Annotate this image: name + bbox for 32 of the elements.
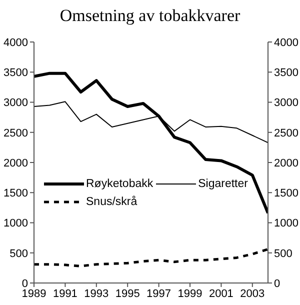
y-tick-label: 4000 bbox=[4, 36, 28, 49]
x-tick-label: 1997 bbox=[146, 288, 172, 300]
y2-tick-label: 3500 bbox=[274, 67, 298, 80]
y-tick-label: 2000 bbox=[4, 157, 28, 170]
y-tick-label: 2500 bbox=[4, 127, 28, 140]
chart-title: Omsetning av tobakkvarer bbox=[58, 6, 242, 26]
y-tick-label: 0 bbox=[22, 278, 28, 290]
y2-tick-label: 2000 bbox=[274, 157, 298, 170]
y2-tick-label: 1000 bbox=[274, 218, 298, 230]
x-tick-label: 1989 bbox=[22, 288, 46, 300]
x-tick-label: 1999 bbox=[178, 288, 202, 300]
line-series bbox=[34, 72, 268, 215]
y-tick-label: 1500 bbox=[4, 188, 28, 200]
x-tick-label: 1993 bbox=[84, 288, 109, 300]
y2-tick-label: 2500 bbox=[274, 127, 298, 140]
x-tick-label: 1995 bbox=[115, 288, 140, 300]
y-tick-label: 3000 bbox=[4, 97, 28, 110]
x-tick-label: 2003 bbox=[240, 288, 265, 300]
y2-tick-label: 0 bbox=[274, 278, 280, 290]
legend-label: Røyketobakk bbox=[86, 178, 154, 190]
legend-label: Sigaretter bbox=[198, 178, 248, 190]
x-tick-label: 1991 bbox=[52, 288, 78, 300]
y2-tick-label: 1500 bbox=[274, 188, 298, 200]
y2-tick-label: 3000 bbox=[274, 97, 298, 110]
line-series bbox=[34, 248, 268, 268]
legend-label: Snus/skrå bbox=[86, 196, 138, 208]
y-tick-label: 1000 bbox=[4, 218, 28, 230]
y-tick-label: 500 bbox=[10, 248, 28, 260]
y2-tick-label: 500 bbox=[274, 248, 292, 260]
x-tick-label: 2001 bbox=[208, 288, 234, 300]
y2-tick-label: 4000 bbox=[274, 36, 298, 49]
y-tick-label: 3500 bbox=[4, 67, 28, 80]
